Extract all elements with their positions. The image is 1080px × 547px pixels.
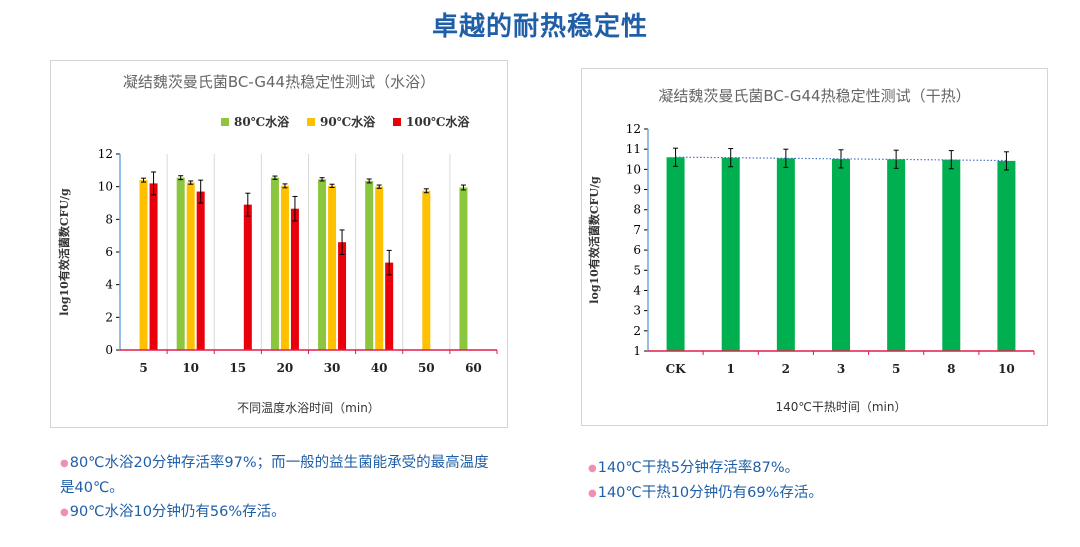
note-item: ●140℃干热10分钟仍有69%存活。 <box>588 481 1028 506</box>
y-tick-label: 2 <box>633 324 641 338</box>
bullet-icon: ● <box>60 458 69 469</box>
note-text: 140℃干热10分钟仍有69%存活。 <box>597 485 823 501</box>
trendline <box>675 156 1007 162</box>
bar <box>375 186 384 350</box>
water-bath-notes: ●80℃水浴20分钟存活率97%；而一般的益生菌能承受的最高温度是40℃。 ●9… <box>60 451 500 525</box>
note-item: ●80℃水浴20分钟存活率97%；而一般的益生菌能承受的最高温度是40℃。 <box>60 451 500 500</box>
bar <box>196 191 205 350</box>
y-tick-label: 3 <box>633 304 641 318</box>
x-tick-label: 60 <box>465 361 482 375</box>
y-tick-label: 11 <box>626 142 641 156</box>
water-bath-chart: 0 2 4 6 8 10 12 5 10 15 20 30 40 50 60 不同温度水浴时间（min） log… <box>57 114 498 415</box>
dry-heat-chart-panel: 凝结魏茨曼氏菌BC-G44热稳定性测试（干热） 1 2 3 4 5 6 7 8 9 10 11 12 C… <box>581 68 1048 426</box>
legend-swatch <box>221 118 229 126</box>
bar <box>385 262 394 350</box>
y-tick-label: 6 <box>633 243 641 257</box>
bullet-icon: ● <box>588 463 597 474</box>
y-tick-label: 10 <box>98 180 113 194</box>
bar <box>997 160 1016 351</box>
y-tick-label: 0 <box>105 343 113 357</box>
bar <box>666 157 685 351</box>
bar <box>243 204 252 350</box>
x-axis-title: 不同温度水浴时间（min） <box>237 400 380 415</box>
note-item: ●140℃干热5分钟存活率87%。 <box>588 456 1028 481</box>
note-item: ●90℃水浴10分钟仍有56%存活。 <box>60 500 500 525</box>
x-tick-label: 50 <box>418 361 435 375</box>
bar <box>270 177 279 350</box>
y-tick-label: 9 <box>633 183 641 197</box>
bullet-icon: ● <box>60 507 69 518</box>
legend-label: 90℃水浴 <box>320 114 376 129</box>
dry-heat-chart-title: 凝结魏茨曼氏菌BC-G44热稳定性测试（干热） <box>658 87 971 105</box>
y-axis-title: log10有效活菌数CFU/g <box>57 188 71 316</box>
bar <box>422 190 431 350</box>
bar <box>721 157 740 351</box>
legend-swatch <box>393 118 401 126</box>
bar <box>318 179 327 350</box>
x-tick-label: 20 <box>277 361 294 375</box>
page-title: 卓越的耐热稳定性 <box>431 12 648 42</box>
legend-label: 80℃水浴 <box>234 114 290 129</box>
y-tick-label: 4 <box>105 278 113 292</box>
y-tick-label: 12 <box>626 122 641 136</box>
bar <box>887 159 906 351</box>
x-tick-label: 40 <box>371 361 388 375</box>
bar <box>942 159 961 351</box>
y-tick-label: 12 <box>98 147 113 161</box>
x-tick-label: 1 <box>727 362 735 376</box>
dry-heat-notes: ●140℃干热5分钟存活率87%。 ●140℃干热10分钟仍有69%存活。 <box>588 456 1028 506</box>
legend-label: 100℃水浴 <box>406 114 470 129</box>
bar <box>459 187 468 350</box>
y-tick-label: 5 <box>633 263 641 277</box>
note-text: 140℃干热5分钟存活率87%。 <box>597 460 800 476</box>
bar <box>832 158 850 351</box>
y-tick-label: 7 <box>633 223 641 237</box>
bar <box>186 182 195 350</box>
bar <box>338 242 347 350</box>
y-tick-label: 4 <box>633 283 641 297</box>
y-tick-label: 8 <box>105 212 113 226</box>
x-tick-label: 30 <box>324 361 341 375</box>
x-tick-label: 10 <box>182 361 199 375</box>
x-tick-label: 3 <box>837 362 845 376</box>
bar <box>176 177 185 350</box>
water-bath-chart-panel: 凝结魏茨曼氏菌BC-G44热稳定性测试（水浴） 0 2 4 6 8 10 12 5 10 15 20… <box>50 60 508 428</box>
bar <box>776 158 795 351</box>
legend-swatch <box>307 118 315 126</box>
x-tick-label: CK <box>666 362 687 376</box>
x-tick-label: 5 <box>892 362 900 376</box>
note-text: 90℃水浴10分钟仍有56%存活。 <box>69 504 286 520</box>
y-tick-label: 10 <box>626 162 641 176</box>
x-tick-label: 8 <box>947 362 955 376</box>
bar <box>290 208 299 350</box>
bar <box>139 180 148 350</box>
note-text: 80℃水浴20分钟存活率97%；而一般的益生菌能承受的最高温度是40℃。 <box>60 455 489 496</box>
x-tick-label: 2 <box>782 362 790 376</box>
bar <box>328 185 337 350</box>
x-tick-label: 10 <box>998 362 1015 376</box>
x-axis-title: 140℃干热时间（min） <box>775 400 906 414</box>
y-axis-title: log10有效活菌数CFU/g <box>587 176 601 304</box>
bar <box>280 185 289 350</box>
x-tick-label: 15 <box>229 361 246 375</box>
bar <box>149 183 158 350</box>
y-tick-label: 8 <box>633 203 641 217</box>
water-bath-chart-title: 凝结魏茨曼氏菌BC-G44热稳定性测试（水浴） <box>122 73 436 91</box>
y-tick-label: 2 <box>105 310 113 324</box>
x-tick-label: 5 <box>139 361 147 375</box>
y-tick-label: 1 <box>633 344 641 358</box>
y-tick-label: 6 <box>105 245 113 259</box>
bullet-icon: ● <box>588 488 597 499</box>
bar <box>365 180 374 350</box>
